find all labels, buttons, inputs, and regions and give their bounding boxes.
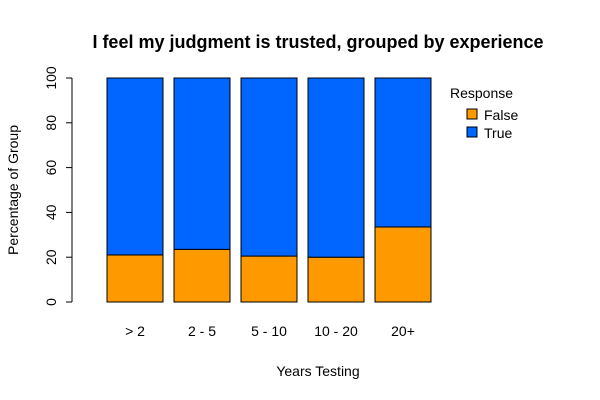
x-axis-label: Years Testing: [276, 363, 359, 379]
y-axis: 0 20 40 60 80 100: [43, 66, 73, 306]
bar-false-3: [307, 256, 365, 303]
chart-title: I feel my judgment is trusted, grouped b…: [92, 32, 543, 52]
y-axis-label: Percentage of Group: [5, 125, 21, 255]
x-tick-label: 2 - 5: [188, 323, 216, 339]
legend-label-false: False: [484, 107, 518, 123]
y-tick-label: 0: [43, 298, 59, 306]
bar-true-4: [374, 77, 432, 228]
x-tick-label: 5 - 10: [251, 323, 287, 339]
legend-swatch-false: [466, 108, 478, 120]
x-axis-ticks: > 2 2 - 5 5 - 10 10 - 20 20+: [125, 323, 415, 339]
legend-label-true: True: [484, 125, 512, 141]
y-tick-label: 80: [43, 115, 59, 131]
x-tick-label: 10 - 20: [314, 323, 358, 339]
bar-false-4: [374, 226, 432, 303]
y-tick-label: 60: [43, 160, 59, 176]
y-tick-label: 20: [43, 249, 59, 265]
bar-false-0: [106, 254, 164, 303]
y-tick-label: 100: [43, 66, 59, 90]
x-tick-label: 20+: [391, 323, 415, 339]
bar-true-2: [240, 77, 298, 257]
legend-title: Response: [450, 85, 513, 101]
bar-true-3: [307, 77, 365, 258]
bars: [106, 77, 432, 303]
y-tick-label: 40: [43, 204, 59, 220]
bar-false-1: [173, 248, 231, 303]
bar-true-1: [173, 77, 231, 250]
x-tick-label: > 2: [125, 323, 145, 339]
bar-false-2: [240, 255, 298, 303]
legend-swatch-true: [466, 126, 478, 138]
legend: Response False True: [450, 85, 518, 141]
bar-true-0: [106, 77, 164, 256]
